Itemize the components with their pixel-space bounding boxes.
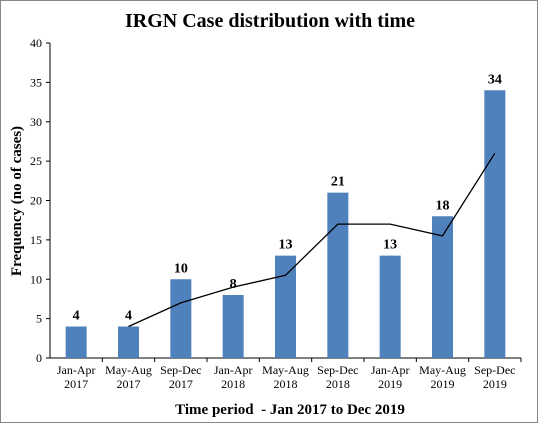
x-tick-label-year: 2019 [378,377,402,391]
y-tick-label: 25 [30,154,42,168]
bar [484,90,506,358]
x-tick-label: May-Aug [262,363,309,377]
data-label: 4 [73,309,80,324]
x-tick-label-year: 2019 [483,377,507,391]
x-tick-label: May-Aug [419,363,466,377]
bar [432,216,453,358]
x-tick-label-year: 2018 [326,377,350,391]
bar [275,255,296,358]
x-tick-label-year: 2017 [117,377,141,391]
x-tick-label-year: 2018 [221,377,245,391]
y-tick-label: 20 [30,194,42,208]
data-label: 8 [230,277,237,292]
bar [118,326,139,358]
x-tick-label: Jan-Apr [371,363,410,377]
x-tick-label: May-Aug [105,363,152,377]
chart-title: IRGN Case distribution with time [125,10,415,32]
bar [379,255,401,358]
y-tick-label: 35 [30,75,42,89]
data-label: 13 [279,238,293,253]
x-axis-label: Time period - Jan 2017 to Dec 2019 [175,402,405,418]
data-label: 21 [331,175,345,190]
x-tick-label-year: 2017 [169,377,193,391]
y-tick-label: 15 [30,233,42,247]
bar [327,192,349,358]
y-tick-label: 30 [30,115,42,129]
bar [170,279,192,358]
x-tick-label-year: 2019 [431,377,455,391]
x-tick-label-year: 2018 [274,377,298,391]
data-label: 4 [125,309,132,324]
x-tick-label: Sep-Dec [474,363,515,377]
bar [222,295,244,358]
data-label: 10 [174,261,188,276]
y-tick-label: 40 [30,36,42,50]
x-tick-label: Sep-Dec [317,363,358,377]
x-tick-label: Jan-Apr [214,363,253,377]
y-tick-label: 5 [36,312,42,326]
x-tick-label: Sep-Dec [160,363,201,377]
trend-line [128,152,496,328]
data-label: 13 [383,238,397,253]
data-label: 18 [436,198,450,213]
x-tick-label: Jan-Apr [57,363,96,377]
y-tick-label: 10 [30,272,42,286]
x-tick-label-year: 2017 [64,377,88,391]
data-label: 34 [488,72,502,87]
y-axis-label: Frequency (no of cases) [9,126,25,276]
bar [65,326,87,358]
y-tick-label: 0 [36,351,42,365]
